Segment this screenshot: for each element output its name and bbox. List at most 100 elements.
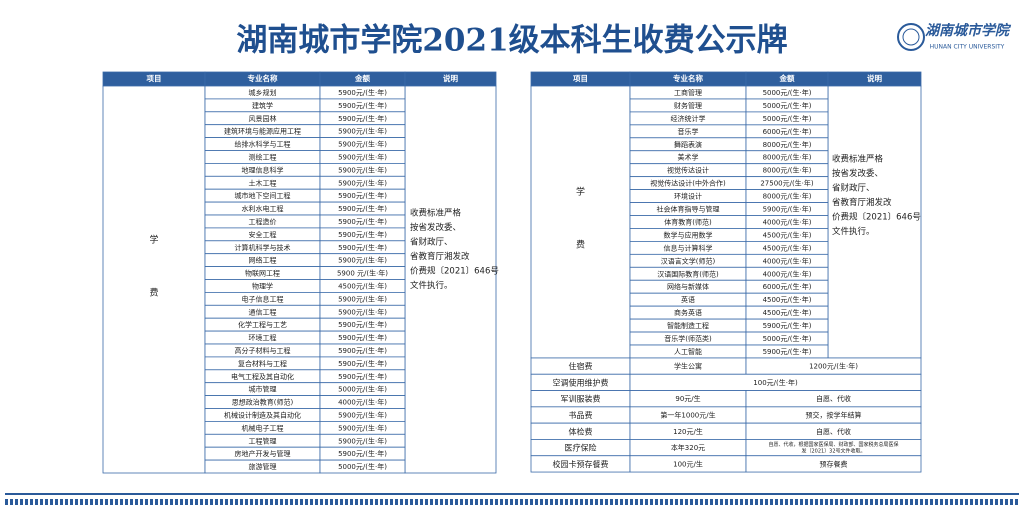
note-line: 省财政厅、 (410, 237, 453, 248)
fee: 5900元/(生·年) (763, 205, 812, 214)
fee: 8000元/(生·年) (763, 153, 812, 162)
fee-detail: 学生公寓 (674, 362, 702, 371)
fee: 27500元/(生·年) (760, 179, 814, 188)
fee: 5000元/(生·年) (763, 114, 812, 123)
major-name: 风景园林 (249, 114, 277, 123)
fee-detail: 第一年1000元/生 (660, 411, 715, 420)
fee: 6000元/(生·年) (763, 282, 812, 291)
major-name: 环境设计 (674, 192, 702, 201)
fee-detail: 120元/生 (673, 427, 703, 436)
cell (745, 455, 922, 473)
logo-name: 湖南城市学院 (925, 22, 1012, 39)
fee: 5900元/(生·年) (338, 423, 387, 432)
major-name: 汉语言文学(师范) (661, 256, 716, 265)
fee-detail: 100元/(生·年) (753, 378, 798, 387)
fee: 4000元/(生·年) (763, 269, 812, 278)
fee: 8000元/(生·年) (763, 140, 812, 149)
fee-item: 军训服装费 (561, 394, 601, 404)
major-name: 测绘工程 (249, 152, 277, 161)
major-name: 美术学 (678, 153, 699, 162)
fee: 5900元/(生·年) (763, 347, 812, 356)
fee-detail: 自愿、代收 (816, 394, 851, 403)
fee: 5900元/(生·年) (338, 178, 387, 187)
item-label: 费 (576, 239, 585, 251)
fee-item: 空调使用维护费 (553, 377, 609, 387)
fee: 4500元/(生·年) (763, 230, 812, 239)
fee: 5900元/(生·年) (338, 140, 387, 149)
major-name: 音乐学 (678, 127, 699, 136)
fee: 5900元/(生·年) (338, 204, 387, 213)
column-header: 说明 (443, 73, 458, 83)
logo-emblem-inner (902, 28, 920, 46)
fee: 8000元/(生·年) (763, 192, 812, 201)
major-name: 工程造价 (249, 217, 277, 226)
cell (827, 85, 922, 359)
fee-item: 住宿费 (569, 361, 593, 371)
major-name: 英语 (681, 295, 695, 304)
major-name: 人工智能 (674, 347, 702, 356)
fee: 5000元/(生·年) (763, 101, 812, 110)
fee-remark: 自愿、代收，根据国家医保局、财政部、国家税务总局医保 (768, 441, 898, 448)
fee: 4000元/(生·年) (763, 256, 812, 265)
fee: 5900元/(生·年) (763, 321, 812, 330)
logo-emblem (897, 23, 925, 51)
major-name: 信息与计算科学 (664, 243, 713, 252)
note-line: 省财政厅、 (832, 183, 875, 194)
major-name: 网络工程 (249, 256, 277, 265)
note-line: 价费规〔2021〕646号 (410, 266, 499, 277)
fee: 6000元/(生·年) (763, 127, 812, 136)
major-name: 思想政治教育(师范) (232, 398, 294, 407)
fee-detail: 100元/生 (673, 459, 703, 468)
fee: 5900元/(生·年) (338, 333, 387, 342)
note-line: 文件执行。 (832, 226, 875, 237)
major-name: 经济统计学 (671, 114, 706, 123)
fee: 4000元/(生·年) (763, 217, 812, 226)
item-label: 费 (149, 287, 158, 299)
major-name: 水利水电工程 (242, 204, 284, 213)
fee: 5900元/(生·年) (338, 372, 387, 381)
column-header: 金额 (779, 73, 795, 83)
fee: 5900元/(生·年) (338, 256, 387, 265)
fee: 5000元/(生·年) (763, 334, 812, 343)
note-line: 省教育厅湘发改 (410, 251, 470, 262)
major-name: 土木工程 (249, 178, 277, 187)
cell (102, 85, 206, 474)
fee-item: 校园卡预存餐费 (553, 459, 609, 469)
fee: 5900元/(生·年) (338, 449, 387, 458)
column-header: 项目 (147, 74, 162, 83)
major-name: 复合材料与工程 (238, 359, 287, 368)
note-line: 按省发改委、 (832, 168, 883, 179)
major-name: 安全工程 (249, 230, 277, 239)
fee: 4000元/(生·年) (338, 398, 387, 407)
fee-detail: 预存餐费 (820, 459, 848, 468)
major-name: 电子信息工程 (242, 294, 284, 303)
major-name: 工商管理 (674, 88, 702, 97)
note-line: 省教育厅湘发改 (832, 197, 892, 208)
fee: 5000元/(生·年) (338, 462, 387, 471)
fee: 5900元/(生·年) (338, 127, 387, 136)
fee: 5900元/(生·年) (338, 243, 387, 252)
major-name: 社会体育指导与管理 (657, 205, 720, 214)
fee-detail: 预交，按学年结算 (806, 411, 862, 420)
major-name: 建筑学 (252, 101, 273, 110)
fee: 4500元/(生·年) (763, 243, 812, 252)
fee: 8000元/(生·年) (763, 166, 812, 175)
fee: 5000元/(生·年) (338, 385, 387, 394)
fee: 5900元/(生·年) (338, 410, 387, 419)
major-name: 旅游管理 (249, 462, 277, 471)
major-name: 电气工程及其自动化 (231, 372, 294, 381)
fee: 5900元/(生·年) (338, 88, 387, 97)
column-header: 项目 (573, 74, 588, 83)
major-name: 化学工程与工艺 (238, 320, 287, 329)
major-name: 房地产开发与管理 (235, 449, 291, 458)
major-name: 环境工程 (249, 333, 277, 342)
fee: 5900元/(生·年) (338, 165, 387, 174)
note-line: 收费标准严格 (832, 154, 884, 165)
fee: 5900元/(生·年) (338, 359, 387, 368)
major-name: 财务管理 (674, 101, 702, 110)
major-name: 数学与应用数学 (664, 230, 713, 239)
column-header: 金额 (354, 73, 370, 83)
fee: 4500元/(生·年) (338, 281, 387, 290)
